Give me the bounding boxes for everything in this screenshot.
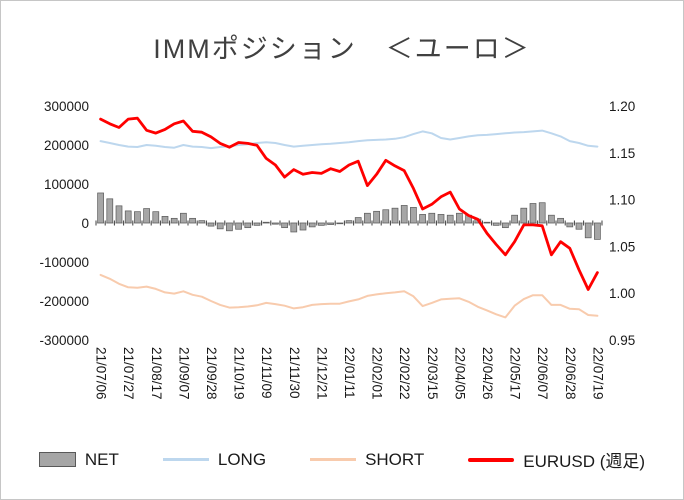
svg-text:21/11/09: 21/11/09 xyxy=(259,347,274,399)
net-bars xyxy=(97,192,601,240)
eurusd-line xyxy=(99,116,599,291)
svg-text:21/12/21: 21/12/21 xyxy=(314,347,329,400)
legend-item-net[interactable]: NET xyxy=(38,449,119,470)
svg-text:22/04/05: 22/04/05 xyxy=(452,347,467,400)
svg-text:300000: 300000 xyxy=(44,99,89,114)
svg-text:22/03/15: 22/03/15 xyxy=(425,347,440,400)
svg-text:22/06/28: 22/06/28 xyxy=(563,347,578,400)
svg-text:22/07/19: 22/07/19 xyxy=(590,347,605,400)
svg-text:22/01/11: 22/01/11 xyxy=(342,347,357,399)
svg-text:0: 0 xyxy=(81,216,89,231)
svg-text:21/07/06: 21/07/06 xyxy=(94,347,109,400)
svg-text:1.10: 1.10 xyxy=(609,193,635,208)
long-line xyxy=(99,129,599,150)
legend-label-long: LONG xyxy=(217,449,267,469)
legend-item-long[interactable]: LONG xyxy=(162,449,267,470)
svg-text:21/11/30: 21/11/30 xyxy=(287,347,302,399)
net-bar-swatch-icon xyxy=(38,452,76,467)
svg-text:1.05: 1.05 xyxy=(609,239,635,254)
chart-canvas[interactable]: 300000 200000 100000 0 -100000 -200000 -300000… xyxy=(1,79,684,429)
svg-text:21/09/07: 21/09/07 xyxy=(176,347,191,400)
right-axis-labels: 1.20 1.15 1.10 1.05 1.00 0.95 xyxy=(609,99,635,348)
legend-label-eurusd: EURUSD (週足) xyxy=(523,452,646,471)
legend-item-eurusd[interactable]: EURUSD (週足) xyxy=(468,447,645,472)
short-line xyxy=(99,273,599,319)
svg-text:1.20: 1.20 xyxy=(609,99,635,114)
svg-text:22/05/17: 22/05/17 xyxy=(508,347,523,400)
svg-text:1.00: 1.00 xyxy=(609,286,635,301)
svg-text:21/09/28: 21/09/28 xyxy=(204,347,219,400)
svg-text:-100000: -100000 xyxy=(39,255,89,270)
svg-text:21/07/27: 21/07/27 xyxy=(121,347,136,400)
svg-text:22/04/26: 22/04/26 xyxy=(480,347,495,400)
long-line-swatch-icon xyxy=(162,458,209,461)
short-line-swatch-icon xyxy=(310,458,357,461)
svg-text:200000: 200000 xyxy=(44,138,89,153)
legend-label-short: SHORT xyxy=(365,449,425,469)
left-axis-labels: 300000 200000 100000 0 -100000 -200000 -300000 xyxy=(39,99,89,348)
legend: NET LONG SHORT EURUSD (週足) xyxy=(1,447,683,472)
svg-text:1.15: 1.15 xyxy=(609,146,635,161)
svg-text:22/02/22: 22/02/22 xyxy=(397,347,412,400)
svg-text:100000: 100000 xyxy=(44,177,89,192)
svg-text:22/02/01: 22/02/01 xyxy=(370,347,385,400)
svg-text:0.95: 0.95 xyxy=(609,333,635,348)
legend-item-short[interactable]: SHORT xyxy=(310,450,424,470)
eurusd-line-swatch-icon xyxy=(468,457,515,462)
svg-text:22/06/07: 22/06/07 xyxy=(535,347,550,400)
legend-label-net: NET xyxy=(84,449,119,469)
svg-text:-200000: -200000 xyxy=(39,294,89,309)
x-axis-labels: 21/07/06 21/07/27 21/08/17 21/09/07 21/09/28… xyxy=(94,347,606,400)
svg-text:-300000: -300000 xyxy=(39,333,89,348)
svg-text:21/08/17: 21/08/17 xyxy=(149,347,164,400)
svg-text:21/10/19: 21/10/19 xyxy=(232,347,247,400)
chart-title: IMMポジション ＜ユーロ＞ xyxy=(153,34,531,64)
